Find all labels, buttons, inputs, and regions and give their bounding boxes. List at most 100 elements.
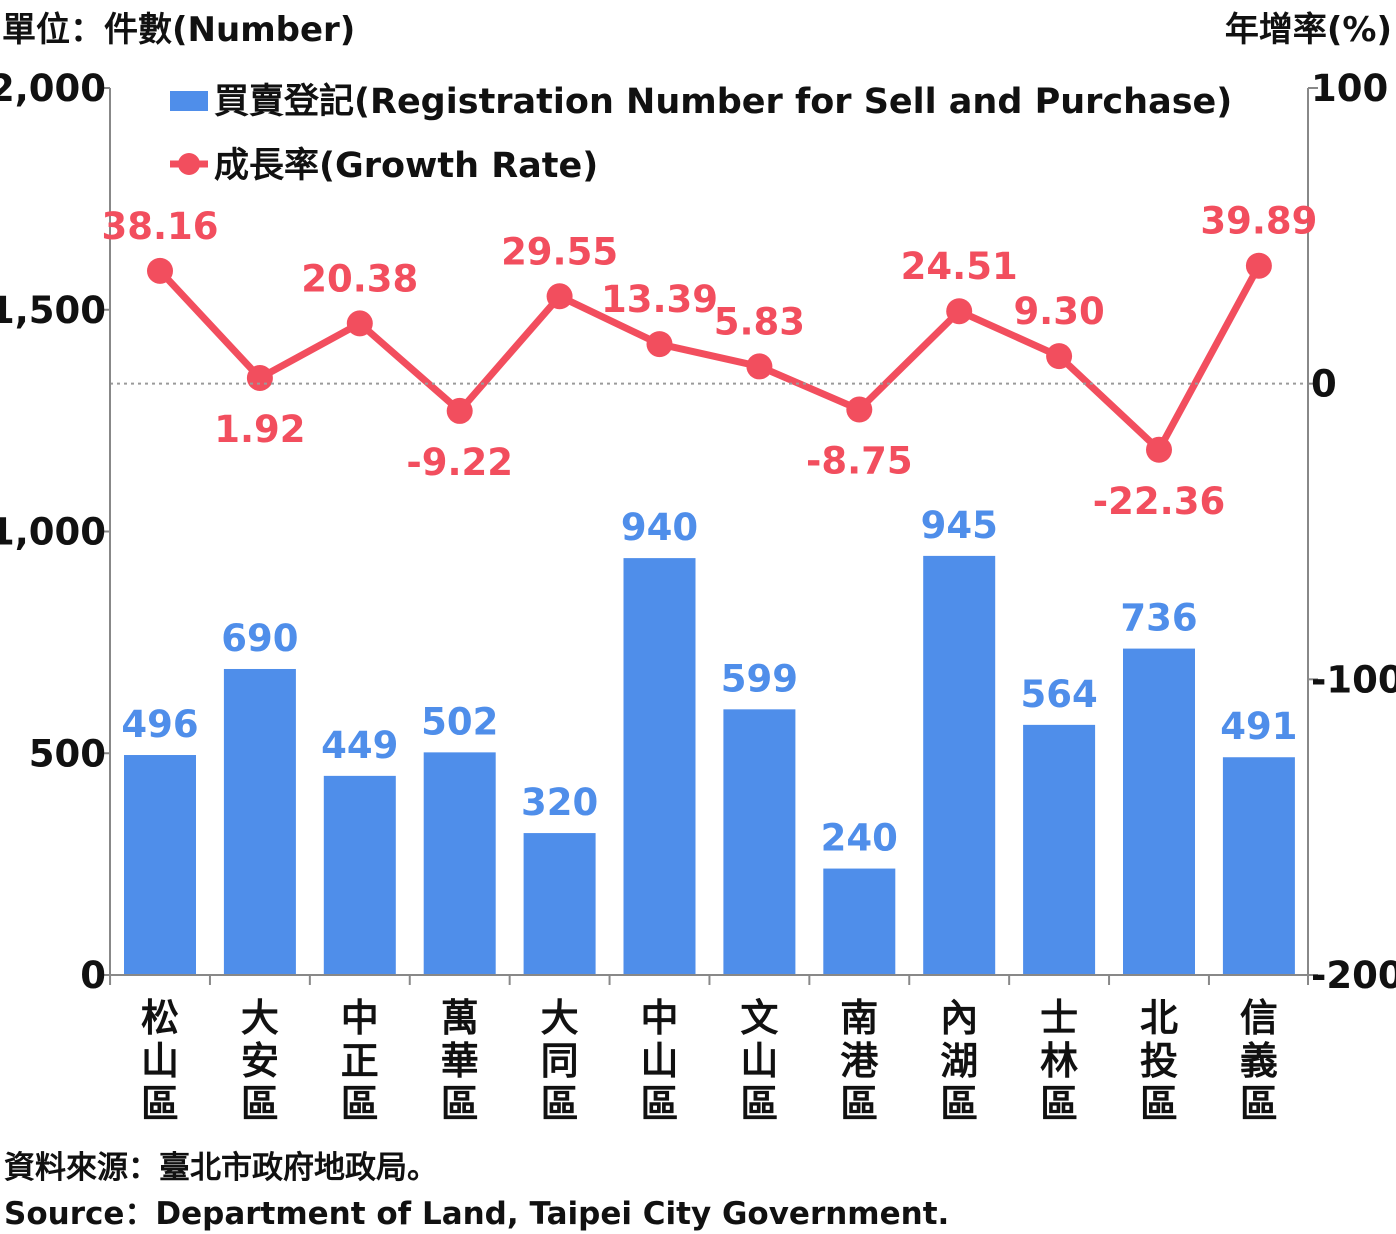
- axes-layer: [100, 87, 1318, 985]
- category-label-char: 區: [341, 1082, 379, 1126]
- left-tick-label: 2,000: [0, 67, 106, 110]
- bar-value-label: 940: [621, 506, 698, 549]
- bar-value-label: 945: [921, 504, 998, 547]
- bar-value-label: 491: [1220, 705, 1297, 748]
- bar: [423, 752, 496, 975]
- growth-value-label: 9.30: [1013, 290, 1104, 333]
- category-label-char: 區: [640, 1082, 678, 1126]
- category-label-char: 區: [141, 1082, 179, 1126]
- bar: [1023, 724, 1096, 975]
- right-tick-label: 100: [1311, 67, 1388, 110]
- bar: [1123, 648, 1195, 975]
- category-label-char: 安: [241, 1039, 279, 1083]
- bar-value-label: 320: [521, 781, 598, 824]
- source-zh: 資料來源：臺北市政府地政局。: [4, 1150, 438, 1186]
- labels-layer: 05001,0001,5002,000-200-1000100松山區大安區中正區…: [0, 67, 1396, 1126]
- category-label-char: 南: [840, 996, 878, 1040]
- category-label-char: 松: [141, 996, 179, 1040]
- legend-line-label: 成長率(Growth Rate): [214, 146, 598, 186]
- growth-value-label: 38.16: [101, 205, 218, 248]
- bar-value-label: 690: [221, 617, 298, 660]
- growth-line-layer: [147, 252, 1272, 463]
- growth-point: [147, 257, 173, 284]
- category-label-char: 信: [1240, 996, 1278, 1040]
- growth-value-label: -22.36: [1093, 480, 1225, 523]
- category-label-char: 萬: [441, 996, 479, 1040]
- source-en: Source：Department of Land, Taipei City G…: [4, 1196, 950, 1232]
- right-tick-label: -100: [1311, 658, 1396, 701]
- category-label-char: 區: [740, 1082, 778, 1126]
- bar-value-label: 599: [721, 657, 798, 700]
- right-tick-label: -200: [1311, 954, 1396, 997]
- category-label-char: 北: [1140, 996, 1178, 1040]
- legend: 買賣登記(Registration Number for Sell and Pu…: [170, 82, 1232, 186]
- category-label-char: 港: [840, 1039, 879, 1083]
- category-label-char: 士: [1040, 996, 1078, 1040]
- combo-chart: 05001,0001,5002,000-200-1000100松山區大安區中正區…: [0, 67, 1396, 1126]
- category-label-char: 湖: [940, 1039, 978, 1083]
- bar: [623, 558, 696, 975]
- growth-point: [446, 397, 473, 424]
- growth-point: [946, 298, 973, 325]
- category-label-char: 中: [640, 996, 678, 1040]
- category-label-char: 山: [640, 1039, 678, 1083]
- growth-point: [546, 283, 573, 310]
- left-axis-unit: 單位：件數(Number): [2, 10, 356, 50]
- left-tick-label: 1,000: [0, 511, 106, 554]
- bar: [723, 709, 796, 975]
- bar-value-label: 240: [821, 817, 898, 860]
- category-label-char: 文: [740, 996, 778, 1040]
- bar: [1222, 757, 1295, 975]
- bar-value-label: 502: [421, 700, 498, 743]
- bar: [923, 555, 996, 975]
- growth-value-label: 20.38: [301, 257, 418, 300]
- category-label-char: 投: [1140, 1039, 1178, 1083]
- category-label-char: 義: [1240, 1039, 1278, 1083]
- right-axis-unit: 年增率(%): [1224, 10, 1392, 50]
- growth-point: [746, 353, 773, 380]
- bar-value-label: 564: [1020, 673, 1097, 716]
- growth-point: [246, 364, 273, 391]
- legend-bar-swatch: [170, 91, 208, 111]
- category-label-char: 同: [541, 1039, 579, 1083]
- category-label-char: 區: [840, 1082, 878, 1126]
- bar: [823, 868, 896, 975]
- growth-point: [846, 396, 873, 423]
- category-label-char: 區: [940, 1082, 978, 1126]
- bar-value-label: 449: [321, 724, 398, 767]
- legend-line-marker: [178, 153, 200, 175]
- growth-value-label: 5.83: [714, 300, 805, 343]
- growth-value-label: 29.55: [501, 230, 618, 273]
- bar: [124, 755, 196, 975]
- bar-value-label: 496: [121, 703, 198, 746]
- right-tick-label: 0: [1311, 363, 1337, 406]
- bar-value-label: 736: [1120, 597, 1197, 640]
- bar: [323, 775, 396, 975]
- growth-value-label: 13.39: [601, 278, 718, 321]
- growth-value-label: -8.75: [806, 440, 913, 483]
- left-tick-label: 500: [29, 732, 106, 775]
- growth-point: [1245, 252, 1272, 279]
- category-label-char: 山: [740, 1039, 778, 1083]
- category-label-char: 華: [441, 1039, 479, 1083]
- bar: [223, 668, 296, 975]
- category-label-char: 區: [441, 1082, 479, 1126]
- growth-value-label: 1.92: [214, 408, 305, 451]
- left-tick-label: 1,500: [0, 289, 106, 332]
- category-label-char: 區: [241, 1082, 279, 1126]
- category-label-char: 大: [241, 996, 279, 1040]
- growth-value-label: -9.22: [406, 441, 513, 484]
- growth-value-label: 24.51: [901, 245, 1018, 288]
- category-label-char: 中: [341, 996, 379, 1040]
- legend-bar-label: 買賣登記(Registration Number for Sell and Pu…: [214, 82, 1232, 122]
- category-label-char: 區: [1140, 1082, 1178, 1126]
- growth-line: [157, 264, 1262, 454]
- category-label-char: 區: [541, 1082, 579, 1126]
- left-tick-label: 0: [80, 954, 106, 997]
- category-label-char: 區: [1040, 1082, 1078, 1126]
- bars-layer: [124, 555, 1295, 975]
- category-label-char: 林: [1040, 1039, 1078, 1083]
- growth-value-label: 39.89: [1200, 200, 1317, 243]
- category-label-char: 內: [940, 996, 978, 1040]
- growth-point: [646, 331, 673, 358]
